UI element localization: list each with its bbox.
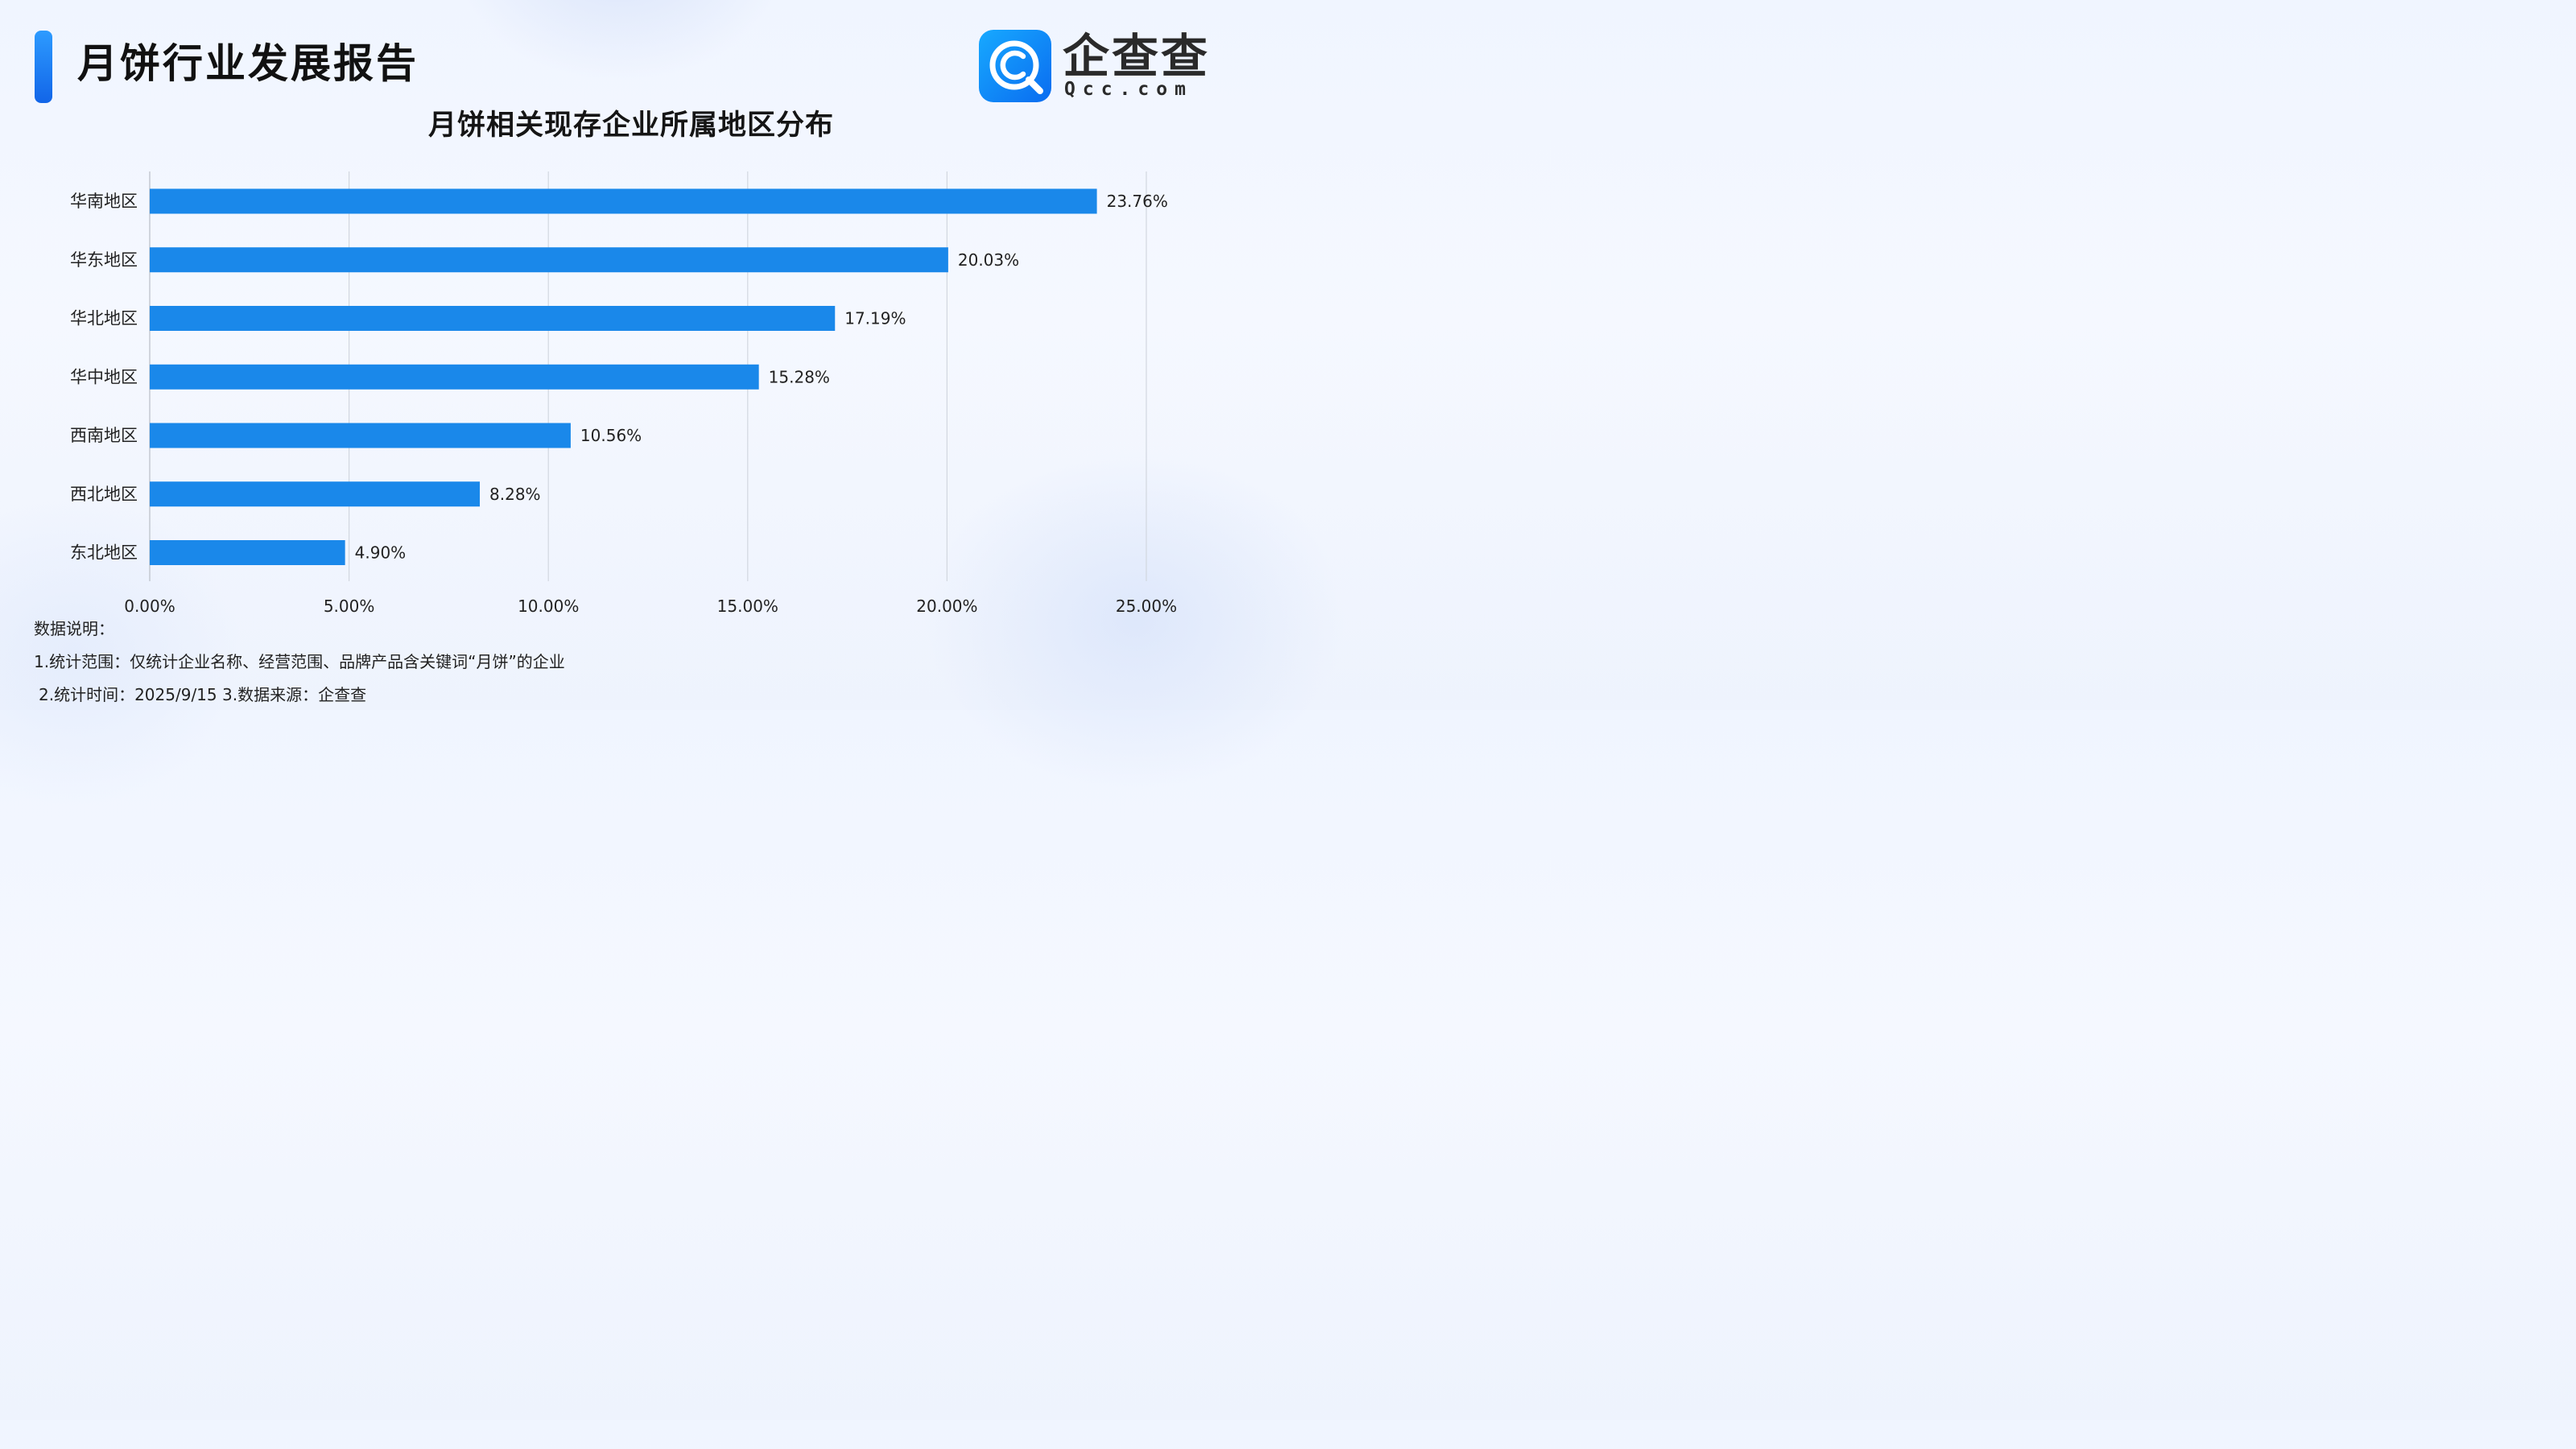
value-label: 23.76%: [1107, 192, 1168, 211]
category-label: 东北地区: [70, 543, 138, 563]
category-label: 西南地区: [70, 426, 138, 445]
category-label: 西北地区: [70, 485, 138, 504]
x-tick-label: 10.00%: [518, 597, 579, 616]
category-label: 华北地区: [70, 309, 138, 328]
bar-chart: 0.00% 5.00% 10.00% 15.00% 20.00% 25.00% 华南地区 23…: [70, 171, 1177, 616]
bar-layer: [150, 188, 1097, 565]
x-tick-label: 25.00%: [1116, 597, 1177, 616]
x-tick-label: 5.00%: [324, 597, 375, 616]
value-label: 17.19%: [844, 309, 906, 328]
qcc-logo-domain: Qcc.com: [1064, 79, 1193, 100]
value-label: 20.03%: [958, 250, 1019, 270]
notes-time-source: 2.统计时间：2025/9/15 3.数据来源：企查查: [39, 685, 367, 704]
notes-heading: 数据说明：: [34, 619, 114, 638]
bar: [150, 540, 345, 565]
x-tick-label: 15.00%: [717, 597, 778, 616]
bar: [150, 306, 836, 331]
value-label: 15.28%: [769, 367, 830, 386]
value-label: 4.90%: [355, 543, 407, 563]
report-title: 月饼行业发展报告: [77, 40, 419, 87]
category-label: 华东地区: [70, 250, 138, 270]
chart-title: 月饼相关现存企业所属地区分布: [427, 109, 834, 142]
qcc-logo-name: 企查查: [1063, 29, 1211, 84]
notes-scope: 1.统计范围：仅统计企业名称、经营范围、品牌产品含关键词“月饼”的企业: [34, 652, 565, 671]
title-accent-bar: [35, 31, 52, 103]
value-label: 8.28%: [489, 485, 541, 504]
bar: [150, 188, 1097, 214]
label-layer: 0.00% 5.00% 10.00% 15.00% 20.00% 25.00% 华南地区 23…: [70, 192, 1177, 616]
bar: [150, 423, 571, 448]
data-notes: 数据说明： 1.统计范围：仅统计企业名称、经营范围、品牌产品含关键词“月饼”的企…: [34, 613, 565, 712]
x-tick-label: 20.00%: [916, 597, 977, 616]
qcc-logo-icon: [979, 30, 1051, 102]
value-label: 10.56%: [580, 426, 642, 445]
category-label: 华南地区: [70, 192, 138, 211]
bar: [150, 481, 481, 507]
qcc-logo: 企查查 Qcc.com: [979, 29, 1220, 105]
x-tick-label: 0.00%: [124, 597, 175, 616]
bar: [150, 364, 759, 390]
bar: [150, 247, 948, 273]
category-label: 华中地区: [70, 367, 138, 386]
